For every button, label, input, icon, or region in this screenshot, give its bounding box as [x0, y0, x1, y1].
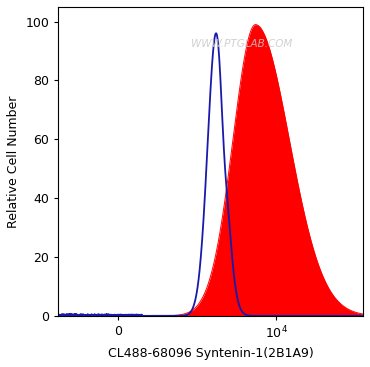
X-axis label: CL488-68096 Syntenin-1(2B1A9): CL488-68096 Syntenin-1(2B1A9) — [108, 347, 314, 360]
Y-axis label: Relative Cell Number: Relative Cell Number — [7, 95, 20, 228]
Text: WWW.PTGLAB.COM: WWW.PTGLAB.COM — [191, 39, 292, 49]
